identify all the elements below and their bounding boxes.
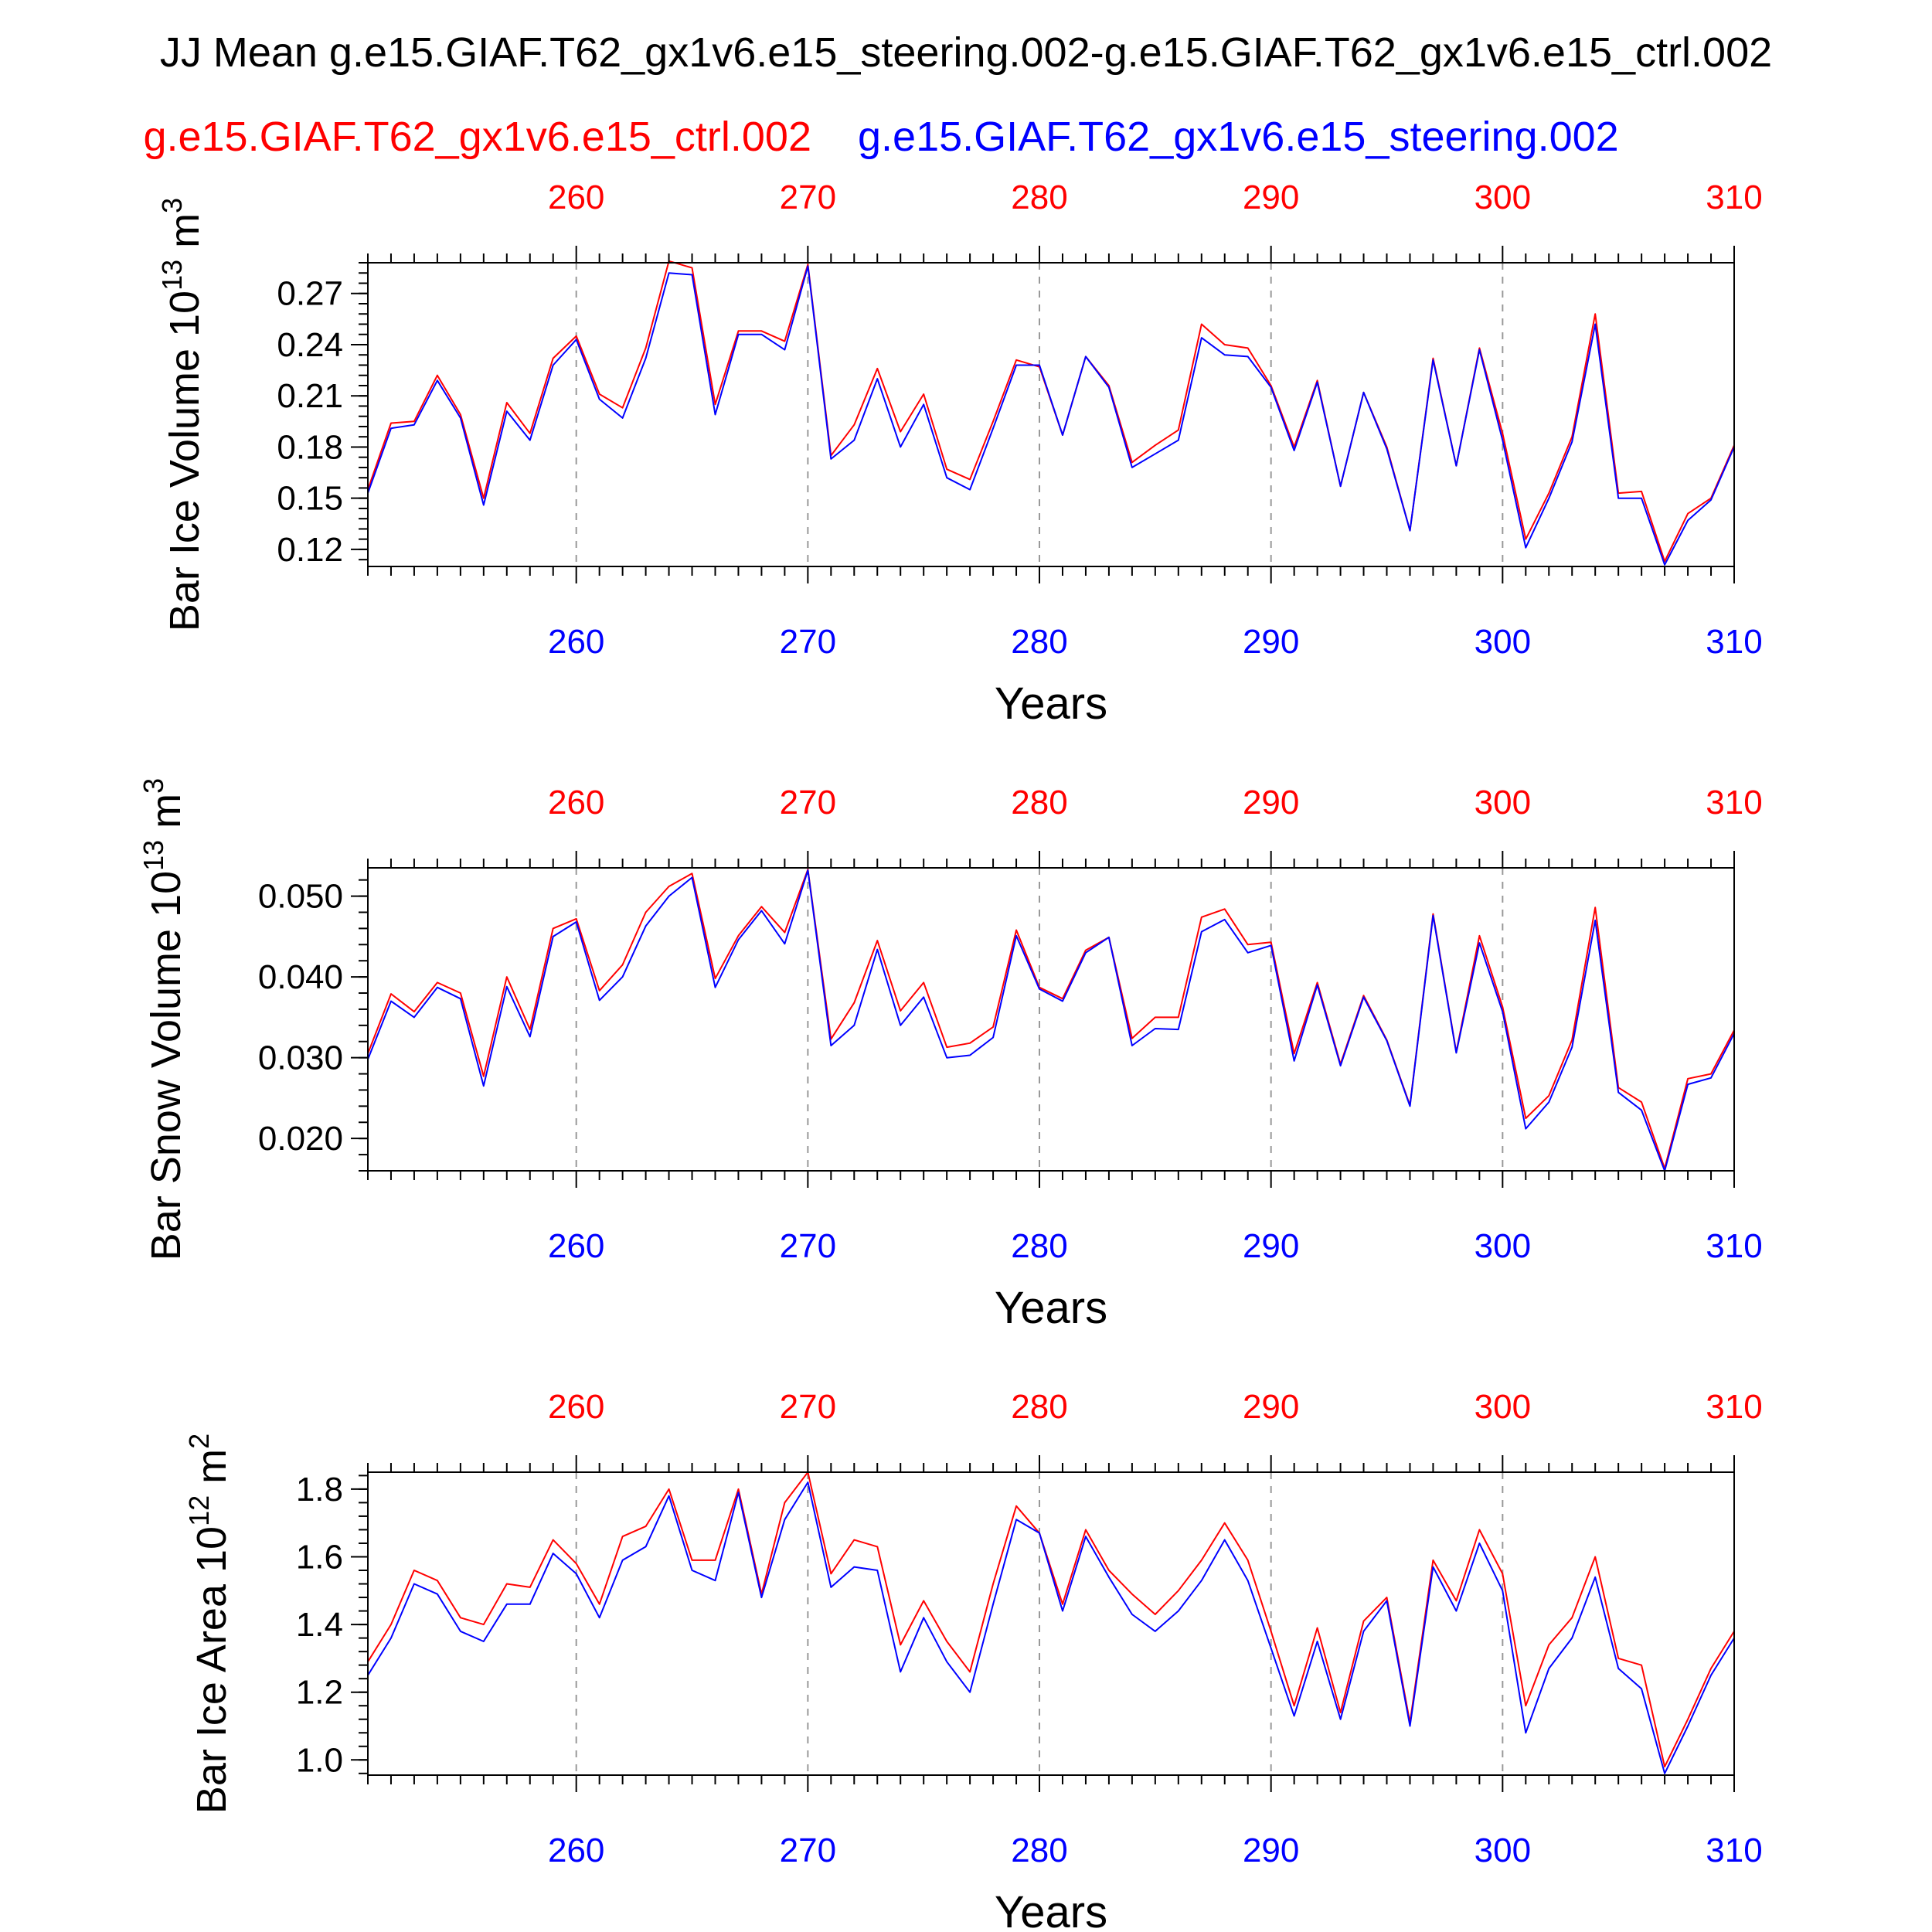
- x-tick-label-top: 270: [780, 1388, 836, 1426]
- y-tick-label: 1.4: [296, 1606, 343, 1644]
- y-tick-label: 0.15: [277, 480, 343, 518]
- plot-frame: [367, 262, 1735, 567]
- y-tick-label: 0.27: [277, 275, 343, 313]
- y-tick-label: 0.030: [258, 1039, 343, 1077]
- panel-2: 260 260 270 270 280 280 290 290 300 300 310 310 0.02…: [138, 778, 1763, 1333]
- y-axis-label: Bar Ice Area 1012 m2: [183, 1434, 235, 1814]
- y-tick-label: 0.21: [277, 377, 343, 415]
- x-tick-label-top: 310: [1706, 179, 1762, 216]
- x-tick-label-bottom: 270: [780, 1227, 836, 1265]
- x-tick-label-top: 290: [1243, 784, 1299, 821]
- x-tick-label-bottom: 290: [1243, 623, 1299, 661]
- x-tick-label-bottom: 310: [1706, 623, 1762, 661]
- plot-frame: [367, 1471, 1735, 1776]
- x-tick-label-bottom: 280: [1011, 1227, 1067, 1265]
- series-line-red: [367, 1471, 1735, 1768]
- x-axis-label: Years: [995, 679, 1107, 729]
- y-axis-label: Bar Snow Volume 1013 m3: [138, 778, 189, 1260]
- y-tick-label: 1.0: [296, 1741, 343, 1779]
- x-tick-label-top: 310: [1706, 1388, 1762, 1426]
- panel-3: 260 260 270 270 280 280 290 290 300 300 310 310 1.0 1…: [183, 1388, 1763, 1932]
- legend-steering: g.e15.GIAF.T62_gx1v6.e15_steering.002: [858, 114, 1619, 160]
- x-tick-label-bottom: 310: [1706, 1832, 1762, 1869]
- y-tick-label: 1.8: [296, 1471, 343, 1509]
- y-tick-label: 0.12: [277, 531, 343, 569]
- series-line-blue: [367, 265, 1735, 566]
- legend-ctrl: g.e15.GIAF.T62_gx1v6.e15_ctrl.002: [143, 114, 811, 160]
- x-tick-label-bottom: 260: [548, 1832, 604, 1869]
- x-tick-label-bottom: 260: [548, 623, 604, 661]
- y-tick-label: 1.2: [296, 1674, 343, 1712]
- series-line-red: [367, 260, 1735, 563]
- x-tick-label-top: 280: [1011, 179, 1067, 216]
- x-tick-label-top: 290: [1243, 179, 1299, 216]
- x-tick-label-top: 300: [1475, 179, 1531, 216]
- x-tick-label-top: 260: [548, 784, 604, 821]
- y-tick-label: 0.18: [277, 428, 343, 466]
- x-tick-label-bottom: 280: [1011, 1832, 1067, 1869]
- x-tick-label-top: 310: [1706, 784, 1762, 821]
- panel-1: 260 260 270 270 280 280 290 290 300 300 310 310 0.12…: [156, 179, 1763, 729]
- x-tick-label-top: 270: [780, 784, 836, 821]
- x-tick-label-bottom: 260: [548, 1227, 604, 1265]
- x-tick-label-bottom: 290: [1243, 1227, 1299, 1265]
- x-axis-label: Years: [995, 1283, 1107, 1333]
- y-tick-label: 1.6: [296, 1538, 343, 1576]
- plot-frame: [367, 867, 1735, 1172]
- chart-title: JJ Mean g.e15.GIAF.T62_gx1v6.e15_steerin…: [160, 29, 1772, 76]
- x-tick-label-top: 260: [548, 1388, 604, 1426]
- y-tick-label: 0.050: [258, 878, 343, 916]
- y-tick-label: 0.24: [277, 326, 343, 364]
- x-tick-label-bottom: 280: [1011, 623, 1067, 661]
- x-tick-label-bottom: 290: [1243, 1832, 1299, 1869]
- y-tick-label: 0.020: [258, 1120, 343, 1158]
- x-tick-label-bottom: 310: [1706, 1227, 1762, 1265]
- panels: 260 260 270 270 280 280 290 290 300 300 310 310 0.12…: [138, 179, 1763, 1932]
- x-tick-label-bottom: 270: [780, 623, 836, 661]
- x-tick-label-top: 300: [1475, 784, 1531, 821]
- x-tick-label-top: 270: [780, 179, 836, 216]
- x-tick-label-bottom: 300: [1475, 623, 1531, 661]
- x-tick-label-bottom: 270: [780, 1832, 836, 1869]
- x-tick-label-top: 280: [1011, 784, 1067, 821]
- x-tick-label-top: 260: [548, 179, 604, 216]
- series-line-blue: [367, 1481, 1735, 1774]
- x-tick-label-top: 290: [1243, 1388, 1299, 1426]
- x-tick-label-bottom: 300: [1475, 1227, 1531, 1265]
- y-axis-label: Bar Ice Volume 1013 m3: [156, 198, 208, 631]
- x-tick-label-top: 300: [1475, 1388, 1531, 1426]
- x-tick-label-bottom: 300: [1475, 1832, 1531, 1869]
- x-axis-label: Years: [995, 1887, 1107, 1932]
- y-tick-label: 0.040: [258, 958, 343, 996]
- series-line-red: [367, 869, 1735, 1169]
- series-line-blue: [367, 869, 1735, 1172]
- x-tick-label-top: 280: [1011, 1388, 1067, 1426]
